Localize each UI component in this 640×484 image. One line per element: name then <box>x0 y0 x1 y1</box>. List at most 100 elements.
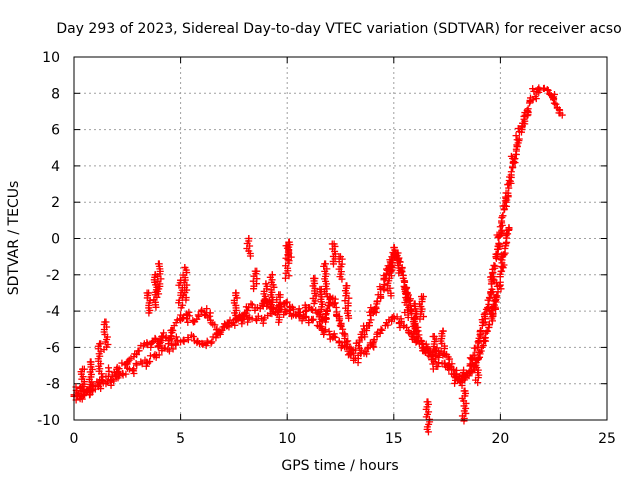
data-point <box>338 275 346 283</box>
y-tick-label: 6 <box>51 123 60 139</box>
y-tick-label: 8 <box>51 86 60 102</box>
data-point <box>397 315 405 323</box>
data-point <box>295 305 303 313</box>
data-point <box>341 332 349 340</box>
data-point <box>400 321 408 329</box>
data-point <box>251 306 259 314</box>
data-point <box>139 342 147 350</box>
data-point <box>451 379 459 387</box>
y-tick-label: 2 <box>51 195 60 211</box>
data-point <box>343 343 351 351</box>
data-point <box>495 232 503 240</box>
data-point <box>492 250 500 258</box>
data-point <box>521 120 529 128</box>
data-point <box>486 294 494 302</box>
data-point <box>284 256 292 264</box>
data-point <box>323 307 331 315</box>
data-point <box>451 376 459 384</box>
data-point <box>377 293 385 301</box>
data-point <box>379 284 387 292</box>
data-point <box>331 334 339 342</box>
data-point <box>497 267 505 275</box>
x-tick-label: 15 <box>385 431 403 447</box>
data-point <box>433 344 441 352</box>
data-point <box>263 302 271 310</box>
data-point <box>259 319 267 327</box>
x-tick-label: 0 <box>70 431 79 447</box>
data-point <box>355 338 363 346</box>
data-point <box>207 339 215 347</box>
data-point <box>316 318 324 326</box>
axis-ticks: 0 5 10 15 20 25 -10 -8 -6 -4 -2 0 2 4 6 8 10 <box>37 50 616 447</box>
data-point <box>481 334 489 342</box>
data-point <box>331 295 339 303</box>
data-point <box>347 350 355 358</box>
data-point <box>175 299 183 307</box>
data-point <box>182 296 190 304</box>
data-point <box>363 345 371 353</box>
data-point <box>233 314 241 322</box>
data-point <box>213 331 221 339</box>
data-point <box>532 95 540 103</box>
data-point <box>485 320 493 328</box>
data-point <box>336 322 344 330</box>
data-point <box>511 159 519 167</box>
data-point <box>520 112 528 120</box>
data-point <box>420 347 428 355</box>
data-point <box>225 320 233 328</box>
data-point <box>203 305 211 313</box>
data-point <box>145 309 153 317</box>
data-point <box>245 304 253 312</box>
data-point <box>372 309 380 317</box>
data-point <box>169 345 177 353</box>
x-tick-label: 25 <box>598 431 616 447</box>
data-point <box>154 343 162 351</box>
data-point <box>86 390 94 398</box>
data-point <box>330 330 338 338</box>
data-point <box>485 300 493 308</box>
data-point <box>133 351 141 359</box>
data-point <box>282 299 290 307</box>
data-point <box>177 304 185 312</box>
data-point <box>337 322 345 330</box>
data-point <box>250 285 258 293</box>
data-point <box>238 320 246 328</box>
data-point <box>502 202 510 210</box>
data-point <box>211 321 219 329</box>
data-point <box>387 292 395 300</box>
data-point <box>180 338 188 346</box>
data-point <box>505 226 513 234</box>
data-point <box>422 343 430 351</box>
data-point <box>324 301 332 309</box>
data-point <box>505 184 513 192</box>
data-point <box>73 388 81 396</box>
data-point <box>507 168 515 176</box>
data-point <box>288 303 296 311</box>
data-point <box>498 214 506 222</box>
data-point <box>97 370 105 378</box>
data-point <box>186 312 194 320</box>
data-point <box>298 317 306 325</box>
data-point <box>466 360 474 368</box>
data-point <box>377 325 385 333</box>
data-point <box>97 385 105 393</box>
data-point <box>365 319 373 327</box>
data-point <box>354 359 362 367</box>
data-point <box>497 285 505 293</box>
data-point <box>477 347 485 355</box>
data-point <box>512 132 520 140</box>
data-point <box>281 299 289 307</box>
data-point <box>114 374 122 382</box>
data-point <box>481 309 489 317</box>
data-point <box>307 305 315 313</box>
data-point <box>100 345 108 353</box>
data-point <box>550 99 558 107</box>
data-point <box>107 381 115 389</box>
data-point <box>301 301 309 309</box>
data-point <box>247 300 255 308</box>
data-point <box>146 358 154 366</box>
data-point <box>285 272 293 280</box>
data-point <box>429 365 437 373</box>
data-point <box>468 367 476 375</box>
data-point <box>337 344 345 352</box>
